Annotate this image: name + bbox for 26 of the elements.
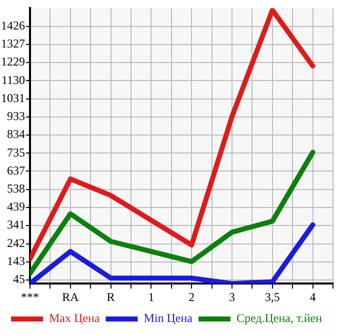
y-tick-label: 933 (7, 109, 25, 124)
legend-label: Max Цена (48, 311, 100, 326)
y-tick-label: 439 (7, 200, 25, 214)
x-tick-label: RA (62, 290, 80, 304)
y-tick-label: 538 (7, 182, 25, 196)
y-tick-label: 1229 (1, 54, 25, 69)
x-tick-label: 3,5 (264, 290, 280, 304)
y-tick-label: 242 (7, 236, 25, 250)
y-tick-label: 1327 (1, 36, 25, 51)
x-tick-label: 2 (188, 290, 195, 304)
x-tick-label: 1 (148, 290, 154, 304)
y-tick-label: 834 (7, 127, 25, 142)
legend-label: Min Цена (144, 311, 194, 326)
legend-label: Сред.Цена, т.йен (236, 311, 323, 326)
x-tick-label: *** (21, 290, 39, 304)
y-tick-label: 1130 (1, 72, 25, 87)
x-tick-label: R (106, 290, 115, 304)
y-tick-label: 45 (13, 272, 25, 286)
x-tick-label: 3 (229, 290, 235, 304)
x-tick-label: 4 (310, 290, 316, 304)
y-tick-label: 735 (7, 145, 25, 160)
y-tick-label: 1426 (1, 18, 25, 33)
y-tick-label: 341 (7, 218, 25, 232)
y-tick-label: 143 (7, 254, 25, 268)
y-tick-label: 637 (7, 163, 25, 178)
y-tick-label: 1031 (1, 91, 25, 106)
